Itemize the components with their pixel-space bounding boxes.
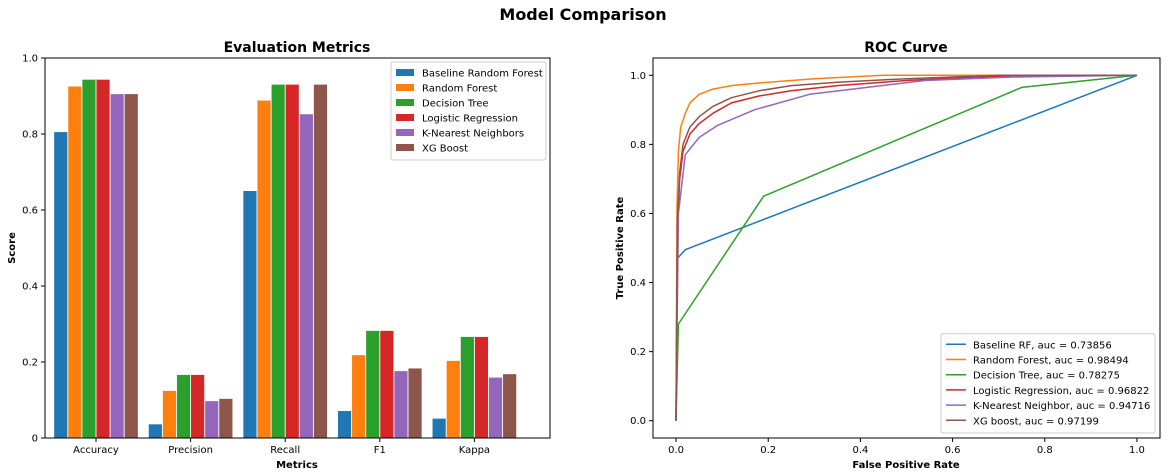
line-chart-roc-curve: ROC Curve False Positive Rate True Posit…: [615, 40, 1161, 471]
roc-chart-ylabel: True Positive Rate: [615, 196, 626, 299]
roc-chart-title: ROC Curve: [864, 40, 948, 56]
bar-legend-swatch: [396, 144, 414, 151]
bar-legend-swatch: [396, 84, 414, 91]
bar-logistic-regression-recall: [285, 84, 299, 438]
bar-xg-boost-accuracy: [124, 94, 138, 438]
bar-decision-tree-kappa: [460, 336, 474, 438]
bar-y-tick-label: 1.0: [22, 54, 38, 65]
bar-chart-evaluation-metrics: Evaluation Metrics Metrics Score 0 0.2 0.4…: [7, 40, 551, 471]
bar-decision-tree-precision: [176, 374, 191, 438]
bar-x-tick-label: F1: [374, 445, 386, 456]
roc-y-tick-label: 1.0: [630, 71, 646, 82]
bar-legend-label: Baseline Random Forest: [422, 69, 543, 80]
roc-y-tick-label: 0.2: [630, 347, 646, 358]
bar-logistic-regression-precision: [191, 374, 205, 438]
bar-chart-title: Evaluation Metrics: [224, 40, 371, 56]
roc-line-random-forest: [675, 74, 1137, 421]
bar-baseline-random-forest-precision: [148, 424, 162, 438]
bar-decision-tree-recall: [271, 84, 285, 438]
bar-baseline-random-forest-recall: [243, 191, 257, 438]
bar-legend-label: K-Nearest Neighbors: [422, 129, 524, 140]
bar-logistic-regression-f1: [380, 330, 394, 438]
bar-chart-xlabel: Metrics: [276, 460, 318, 471]
bar-random-forest-f1: [352, 355, 366, 438]
bar-y-tick-label: 0: [32, 434, 38, 445]
bar-legend-swatch: [396, 99, 414, 106]
bar-k-nearest-neighbors-accuracy: [110, 94, 124, 438]
bar-k-nearest-neighbors-f1: [394, 371, 408, 438]
bar-x-tick-label: Accuracy: [73, 445, 119, 456]
bar-legend-label: XG Boost: [422, 144, 468, 155]
bar-decision-tree-accuracy: [82, 79, 96, 438]
bar-random-forest-recall: [257, 100, 271, 438]
bar-random-forest-precision: [162, 390, 177, 438]
bar-random-forest-accuracy: [68, 86, 82, 438]
roc-legend-label: K-Nearest Neighbor, auc = 0.94716: [973, 401, 1150, 412]
roc-y-tick-label: 0.0: [630, 416, 646, 427]
bar-logistic-regression-accuracy: [96, 79, 110, 438]
roc-line-xg-boost: [675, 74, 1137, 421]
roc-line-decision-tree: [675, 74, 1138, 421]
bar-x-tick-label: Kappa: [459, 445, 490, 456]
bar-k-nearest-neighbors-precision: [205, 401, 219, 438]
bar-series-k-nearest-neighbors: [110, 94, 503, 439]
bar-legend-swatch: [396, 69, 414, 76]
roc-chart-legend: Baseline RF, auc = 0.73856 Random Forest,…: [940, 333, 1156, 434]
roc-legend-box: [940, 333, 1156, 434]
bar-legend-swatch: [396, 129, 414, 136]
roc-x-tick-label: 1.0: [1129, 445, 1145, 456]
bar-decision-tree-f1: [366, 330, 380, 438]
roc-x-tick-label: 0.0: [668, 445, 684, 456]
bar-series-logistic-regression: [96, 79, 489, 438]
bar-chart-axes-frame: [44, 57, 551, 439]
bar-series-xg-boost: [124, 84, 517, 438]
bar-series-decision-tree: [82, 79, 474, 438]
bar-xg-boost-kappa: [503, 374, 517, 438]
roc-y-tick-label: 0.6: [630, 209, 646, 220]
bar-baseline-random-forest-accuracy: [54, 132, 68, 438]
bar-xg-boost-precision: [219, 398, 233, 438]
roc-line-logistic-regression: [675, 74, 1137, 421]
bar-legend-label: Random Forest: [422, 84, 497, 95]
roc-legend-label: Logistic Regression, auc = 0.96822: [973, 386, 1149, 397]
roc-x-tick-label: 0.8: [1037, 445, 1053, 456]
roc-x-tick-label: 0.4: [852, 445, 868, 456]
bar-chart-ylabel: Score: [7, 232, 18, 264]
bar-baseline-random-forest-f1: [337, 411, 352, 438]
bar-k-nearest-neighbors-kappa: [488, 377, 503, 438]
bar-legend-label: Decision Tree: [422, 99, 489, 110]
roc-x-tick-label: 0.2: [760, 445, 776, 456]
roc-legend-label: Decision Tree, auc = 0.78275: [973, 371, 1120, 382]
bar-xg-boost-f1: [408, 368, 422, 438]
bar-y-tick-label: 0.2: [22, 358, 38, 369]
bar-y-tick-label: 0.4: [22, 282, 38, 293]
bar-legend-box: [390, 61, 547, 161]
roc-legend-label: XG boost, auc = 0.97199: [973, 416, 1099, 427]
roc-legend-label: Baseline RF, auc = 0.73856: [973, 340, 1112, 351]
roc-chart-axes-frame: [652, 57, 1161, 439]
roc-legend-label: Random Forest, auc = 0.98494: [973, 356, 1129, 367]
bar-x-tick-label: Recall: [270, 445, 300, 456]
bar-legend-label: Logistic Regression: [422, 114, 518, 125]
bar-k-nearest-neighbors-recall: [299, 114, 313, 439]
bar-x-tick-label: Precision: [168, 445, 213, 456]
bar-xg-boost-recall: [313, 84, 328, 438]
bar-legend-swatch: [396, 114, 414, 121]
roc-x-tick-label: 0.6: [945, 445, 961, 456]
roc-y-tick-label: 0.4: [630, 278, 646, 289]
bar-y-tick-label: 0.8: [22, 130, 38, 141]
figure-title: Model Comparison: [499, 5, 666, 24]
bar-baseline-random-forest-kappa: [432, 418, 446, 438]
bar-series-baseline-random-forest: [54, 132, 446, 438]
bar-y-tick-label: 0.6: [22, 206, 38, 217]
bar-series-random-forest: [68, 86, 460, 438]
bar-logistic-regression-kappa: [474, 336, 489, 438]
bar-random-forest-kappa: [446, 360, 460, 438]
roc-line-k-nearest-neighbor: [675, 74, 1138, 421]
bar-chart-legend: Baseline Random Forest Random Forest Decis…: [390, 61, 547, 161]
roc-y-tick-label: 0.8: [630, 140, 646, 151]
roc-chart-xlabel: False Positive Rate: [852, 460, 959, 471]
